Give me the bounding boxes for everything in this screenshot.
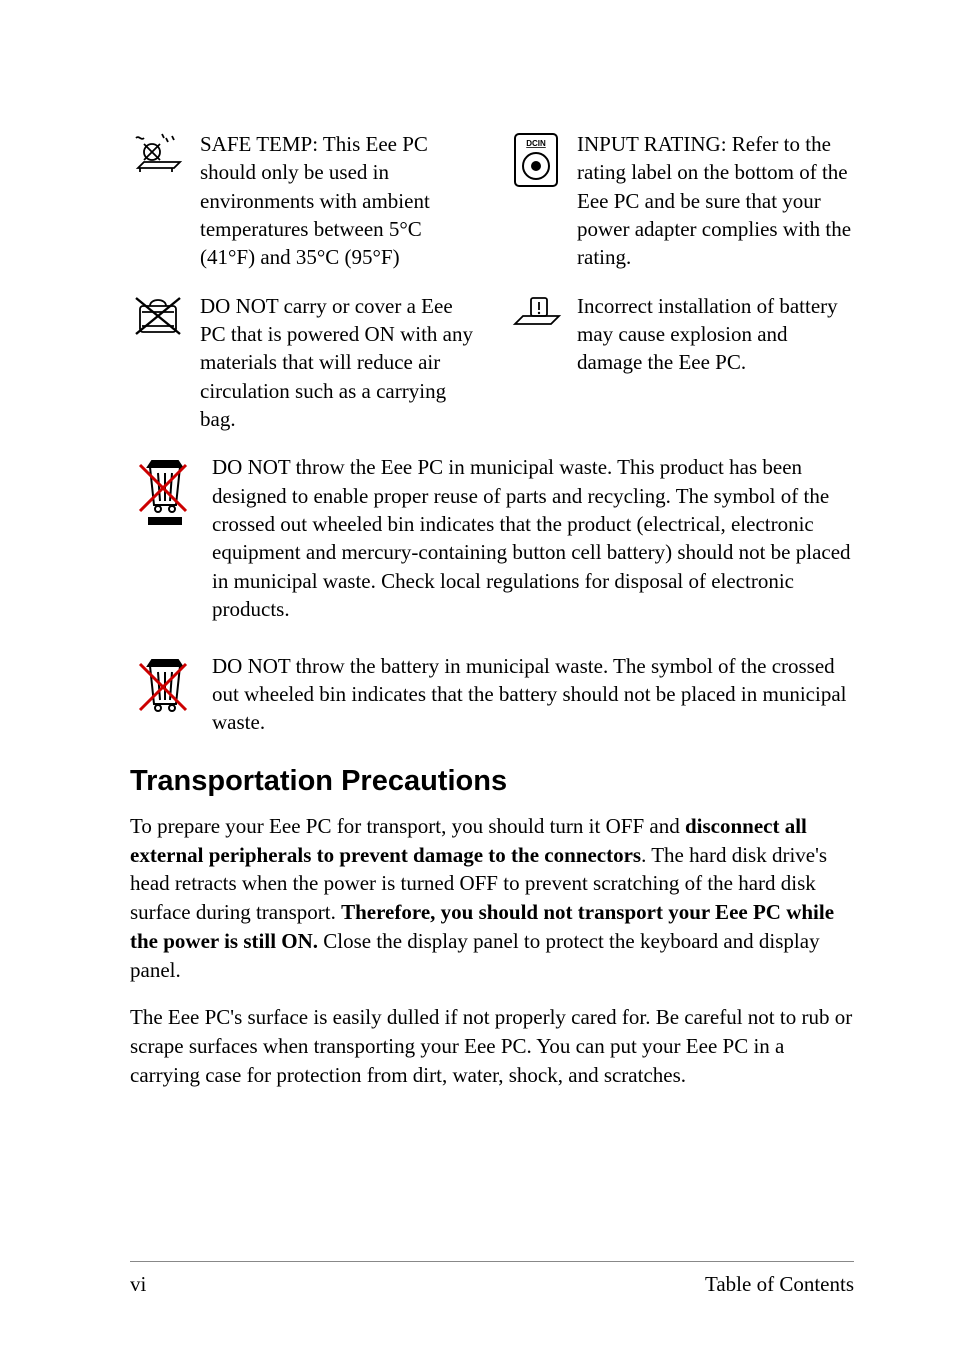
precaution-battery-install-text: Incorrect installation of battery may ca…: [577, 292, 854, 377]
precaution-input-rating-text: INPUT RATING: Refer to the rating label …: [577, 130, 854, 272]
precaution-input-rating: DCIN INPUT RATING: Refer to the rating l…: [507, 130, 854, 272]
transport-p1-part-a: To prepare your Eee PC for transport, yo…: [130, 814, 685, 838]
temperature-icon: [130, 130, 188, 184]
precautions-row-2: DO NOT carry or cover a Eee PC that is p…: [130, 292, 854, 434]
page-footer: vi Table of Contents: [130, 1261, 854, 1297]
precaution-waste-battery-text: DO NOT throw the battery in municipal wa…: [212, 652, 854, 737]
section-title: Transportation Precautions: [130, 765, 854, 798]
battery-warning-icon: [507, 292, 565, 338]
precaution-do-not-carry: DO NOT carry or cover a Eee PC that is p…: [130, 292, 477, 434]
dcin-icon: DCIN: [507, 130, 565, 190]
precaution-safe-temp: SAFE TEMP: This Eee PC should only be us…: [130, 130, 477, 272]
precaution-battery-install: Incorrect installation of battery may ca…: [507, 292, 854, 434]
precaution-safe-temp-text: SAFE TEMP: This Eee PC should only be us…: [200, 130, 477, 272]
wheeled-bin-crossed-black-icon: [130, 453, 200, 533]
transport-paragraph-2: The Eee PC's surface is easily dulled if…: [130, 1003, 854, 1090]
wheeled-bin-crossed-icon: [130, 652, 200, 718]
page-container: SAFE TEMP: This Eee PC should only be us…: [0, 0, 954, 1357]
precaution-waste-pc: DO NOT throw the Eee PC in municipal was…: [130, 453, 854, 623]
footer-page-number: vi: [130, 1272, 146, 1297]
bag-crossed-icon: [130, 292, 188, 338]
footer-section-label: Table of Contents: [705, 1272, 854, 1297]
precaution-waste-pc-text: DO NOT throw the Eee PC in municipal was…: [212, 453, 854, 623]
precaution-waste-battery: DO NOT throw the battery in municipal wa…: [130, 652, 854, 737]
precaution-do-not-carry-text: DO NOT carry or cover a Eee PC that is p…: [200, 292, 477, 434]
precautions-row-1: SAFE TEMP: This Eee PC should only be us…: [130, 130, 854, 272]
transport-paragraph-1: To prepare your Eee PC for transport, yo…: [130, 812, 854, 986]
svg-text:DCIN: DCIN: [526, 139, 546, 148]
